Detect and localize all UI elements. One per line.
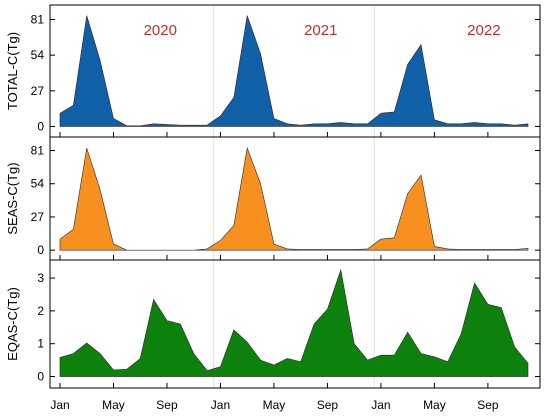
x-tick-label: Jan [371,398,390,412]
year-label: 2021 [304,22,337,39]
eqas-c-y-axis-title: EQAS-C(Tg) [5,287,20,361]
y-tick-label: 0 [37,119,44,133]
x-tick-label: Jan [211,398,230,412]
y-tick-label: 0 [37,370,44,384]
y-tick-label: 0 [37,243,44,257]
year-label: 2022 [467,22,500,39]
y-tick-label: 81 [31,13,45,27]
y-tick-label: 81 [31,144,45,158]
total-c-panel: 0 27 54 81 TOTAL-C(Tg) [5,4,541,138]
seas-c-panel: 0 27 54 81 SEAS-C(Tg) [5,136,541,261]
x-tick-label: Sep [317,398,339,412]
x-tick-label: May [263,398,286,412]
x-tick-label: Sep [477,398,499,412]
eqas-c-area [59,268,529,377]
y-tick-label: 54 [31,177,45,191]
x-tick-label: May [102,398,125,412]
x-tick-label: Sep [156,398,178,412]
y-tick-label: 54 [31,48,45,62]
x-tick-label: May [423,398,446,412]
eqas-c-frame [49,259,541,389]
x-tick-label: Jan [50,398,69,412]
total-c-y-axis-title: TOTAL-C(Tg) [5,32,20,110]
year-label: 2020 [144,22,177,39]
y-tick-label: 2 [37,304,44,318]
seas-c-area [59,146,529,251]
eqas-c-panel: 0 1 2 3 EQAS-C(Tg) [5,259,541,389]
seas-c-y-axis-title: SEAS-C(Tg) [5,162,20,234]
seas-c-frame [49,136,541,261]
total-c-area [59,15,529,127]
y-tick-label: 1 [37,337,44,351]
y-tick-label: 27 [31,84,45,98]
y-tick-label: 27 [31,210,45,224]
y-tick-label: 3 [37,271,44,285]
year-labels: 2020 2021 2022 [144,22,501,39]
x-axis: Jan May Sep Jan May Sep Jan May Sep [50,398,499,412]
